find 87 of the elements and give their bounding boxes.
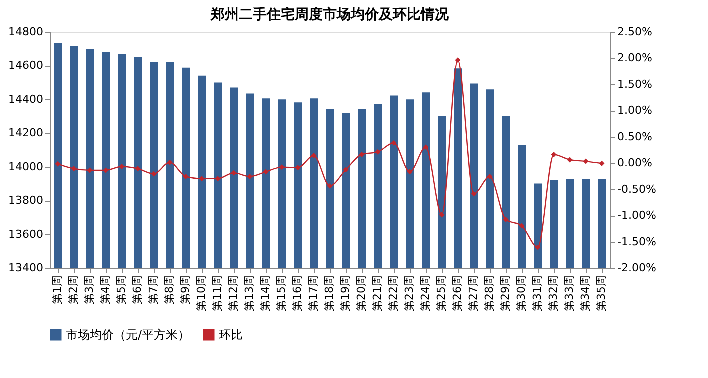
y2-tick-label: -0.50% <box>618 182 656 196</box>
point <box>391 140 397 146</box>
chart-title: 郑州二手住宅周度市场均价及环比情况 <box>210 6 450 23</box>
point <box>279 164 285 170</box>
y-tick-label: 14600 <box>8 59 44 72</box>
x-tick-label: 第5周 <box>115 276 128 304</box>
x-tick-label: 第9周 <box>179 276 192 304</box>
point <box>199 176 205 182</box>
x-tick-label: 第19周 <box>339 276 352 312</box>
y2-tick-label: -2.00% <box>618 262 656 274</box>
x-tick-label: 第34周 <box>579 276 592 312</box>
x-tick-label: 第17周 <box>307 276 320 312</box>
point <box>519 223 525 229</box>
point <box>215 176 221 182</box>
x-tick-label: 第30周 <box>515 276 528 312</box>
x-tick-label: 第29周 <box>499 276 512 312</box>
y2-tick-label: -1.50% <box>618 235 656 248</box>
x-tick-label: 第3周 <box>83 276 96 304</box>
x-tick-label: 第26周 <box>451 276 464 312</box>
y-tick-label: 14000 <box>8 160 44 174</box>
point <box>327 183 333 189</box>
point <box>583 158 589 164</box>
x-tick-label: 第16周 <box>291 276 304 312</box>
y2-tick-label: 1.00% <box>618 104 652 118</box>
x-tick-label: 第21周 <box>371 276 384 312</box>
point <box>167 160 173 166</box>
x-tick-label: 第13周 <box>243 276 256 312</box>
point <box>423 144 429 150</box>
y-tick-label: 13800 <box>8 194 44 208</box>
y2-tick-label: 1.50% <box>618 78 652 91</box>
x-tick-label: 第28周 <box>483 276 496 312</box>
x-tick-label: 第22周 <box>387 276 400 312</box>
y2-tick-label: 0.50% <box>618 130 652 144</box>
point <box>455 58 461 64</box>
point <box>231 170 237 176</box>
legend-label: 市场均价（元/平方米） <box>66 328 190 342</box>
x-tick-label: 第6周 <box>131 276 144 304</box>
y-tick-label: 13600 <box>8 228 44 241</box>
y-tick-label: 14800 <box>8 26 44 38</box>
x-tick-label: 第25周 <box>435 276 448 312</box>
y2-tick-label: -1.00% <box>618 209 656 222</box>
point <box>263 169 269 175</box>
point <box>71 166 77 172</box>
x-tick-label: 第15周 <box>275 276 288 312</box>
point <box>295 165 301 171</box>
point <box>535 244 541 250</box>
point <box>359 152 365 158</box>
x-tick-label: 第31周 <box>531 276 544 312</box>
x-tick-label: 第23周 <box>403 276 416 312</box>
x-tick-label: 第4周 <box>99 276 112 304</box>
point <box>87 168 93 174</box>
point <box>103 168 109 174</box>
x-tick-label: 第7周 <box>147 276 160 304</box>
y2-tick-label: 2.00% <box>618 52 652 65</box>
x-tick-label: 第11周 <box>211 276 224 312</box>
point <box>567 157 573 163</box>
x-tick-label: 第14周 <box>259 276 272 312</box>
x-tick-label: 第18周 <box>323 276 336 312</box>
x-tick-label: 第32周 <box>547 276 560 312</box>
point <box>119 164 125 170</box>
point <box>471 191 477 197</box>
y-tick-label: 14200 <box>8 126 44 140</box>
point <box>439 212 445 218</box>
x-tick-label: 第8周 <box>163 276 176 304</box>
x-tick-label: 第27周 <box>467 276 480 312</box>
x-tick-label: 第12周 <box>227 276 240 312</box>
point <box>375 149 381 155</box>
x-tick-label: 第10周 <box>195 276 208 312</box>
point <box>599 160 605 166</box>
point <box>151 171 157 177</box>
x-tick-label: 第24周 <box>419 276 432 312</box>
legend-label: 环比 <box>219 328 243 342</box>
y2-tick-label: 2.50% <box>618 26 652 38</box>
point <box>343 167 349 173</box>
x-tick-label: 第2周 <box>67 276 80 304</box>
point <box>55 161 61 167</box>
y2-tick-label: 0.00% <box>618 156 652 170</box>
x-tick-label: 第20周 <box>355 276 368 312</box>
y-tick-label: 13400 <box>8 262 44 274</box>
point <box>311 153 317 159</box>
y-tick-label: 14400 <box>8 92 44 106</box>
point <box>551 152 557 158</box>
x-tick-label: 第1周 <box>51 276 64 304</box>
point <box>407 169 413 175</box>
x-tick-label: 第35周 <box>595 276 608 312</box>
x-tick-label: 第33周 <box>563 276 576 312</box>
point <box>135 166 141 172</box>
